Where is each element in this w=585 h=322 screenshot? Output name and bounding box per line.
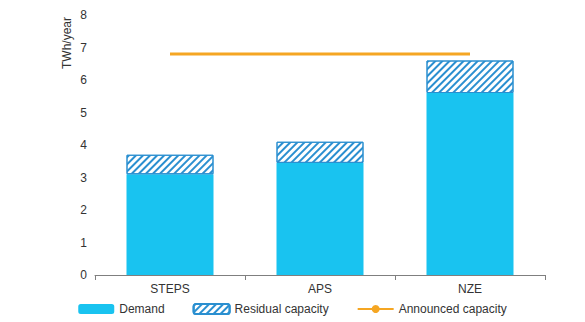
svg-text:7: 7 [80, 41, 87, 55]
svg-text:1: 1 [80, 236, 87, 250]
svg-text:Announced capacity: Announced capacity [399, 302, 507, 316]
svg-text:8: 8 [80, 8, 87, 22]
svg-text:2: 2 [80, 203, 87, 217]
svg-text:Demand: Demand [119, 302, 164, 316]
svg-text:6: 6 [80, 73, 87, 87]
svg-text:APS: APS [308, 282, 332, 296]
svg-text:Residual capacity: Residual capacity [235, 302, 329, 316]
svg-text:TWh/year: TWh/year [60, 17, 74, 69]
svg-text:STEPS: STEPS [150, 282, 189, 296]
svg-text:NZE: NZE [458, 282, 482, 296]
svg-text:4: 4 [80, 138, 87, 152]
svg-text:5: 5 [80, 106, 87, 120]
svg-text:3: 3 [80, 171, 87, 185]
svg-text:0: 0 [80, 268, 87, 282]
